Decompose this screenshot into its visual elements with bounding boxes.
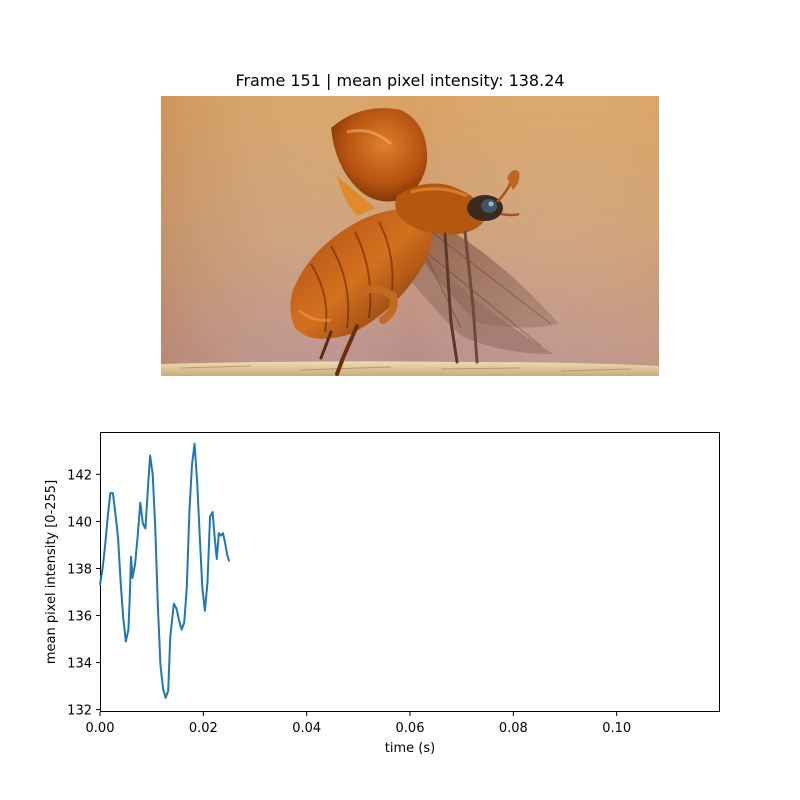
series-line [99,442,231,699]
x-tick-label: 0.06 [396,721,425,736]
y-axis-label: mean pixel intensity [0-255] [44,480,59,664]
beetle-taking-flight-photo [161,96,659,376]
frame-title: Frame 151 | mean pixel intensity: 138.24 [235,71,565,90]
y-tick-label: 132 [67,704,92,719]
y-tick-label: 140 [67,515,92,530]
y-tick-label: 136 [67,610,92,625]
plot-area-frame [100,432,720,712]
x-axis-label: time (s) [385,741,435,756]
x-tick-label: 0.00 [86,721,115,736]
x-tick-label: 0.10 [602,721,631,736]
x-tick-label: 0.04 [292,721,321,736]
x-tick-label: 0.02 [189,721,218,736]
y-tick-label: 138 [67,562,92,577]
y-tick-label: 134 [67,657,92,672]
x-tick-label: 0.08 [499,721,528,736]
x-axis-ticks: 0.00 0.02 0.04 0.06 0.08 0.10 [86,712,631,736]
y-axis-ticks: 132 134 136 138 140 142 [67,468,100,719]
y-tick-label: 142 [67,468,92,483]
